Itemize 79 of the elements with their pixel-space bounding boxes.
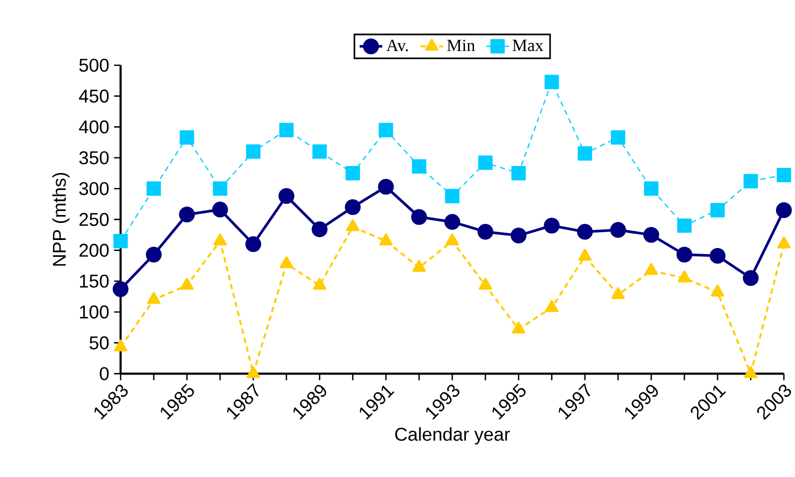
point (644, 262, 658, 275)
point (744, 366, 758, 378)
point (610, 222, 626, 238)
point (777, 236, 791, 248)
point (344, 198, 361, 215)
y-tick-label: 450 (78, 89, 109, 102)
y-tick-label: 150 (80, 274, 109, 288)
point (710, 248, 726, 264)
point (510, 227, 526, 244)
y-tick-label: 200 (80, 244, 109, 257)
point (643, 226, 660, 243)
point (578, 146, 592, 160)
y-tick-label: 250 (80, 212, 109, 226)
point (676, 246, 692, 262)
y-tick-label: 50 (90, 336, 109, 350)
point (478, 278, 492, 290)
legend-label: Min (447, 39, 475, 51)
point (180, 130, 194, 144)
point (312, 278, 326, 290)
y-tick-label: 350 (79, 151, 109, 164)
point (312, 144, 327, 159)
point (611, 286, 625, 299)
point (446, 233, 459, 246)
point (576, 224, 593, 240)
point (112, 281, 129, 297)
point (146, 181, 161, 196)
point (412, 159, 426, 174)
y-tick-label: 500 (79, 58, 109, 72)
point (279, 122, 294, 137)
y-tick-label: 0 (100, 366, 109, 380)
point (212, 201, 228, 218)
point (710, 202, 725, 218)
point (445, 188, 460, 203)
y-axis-title: NPP (mths) (52, 172, 70, 266)
point (411, 208, 427, 225)
point (512, 321, 526, 334)
point (610, 130, 626, 144)
point (478, 224, 494, 240)
legend-label: Av. (386, 40, 408, 52)
point (478, 155, 493, 170)
point (678, 270, 692, 282)
point (444, 214, 460, 230)
point (412, 260, 426, 272)
point (776, 202, 792, 218)
point (744, 174, 758, 188)
point (742, 270, 759, 286)
point (180, 278, 194, 290)
point (776, 168, 792, 182)
point (146, 246, 162, 262)
x-axis-title: Calendar year (395, 427, 510, 444)
legend-label: Max (512, 40, 544, 51)
point (246, 366, 260, 378)
point (544, 74, 559, 89)
point (544, 217, 560, 234)
y-tick-label: 300 (79, 182, 109, 195)
point (147, 292, 160, 304)
point (213, 233, 227, 246)
point (346, 166, 360, 180)
point (379, 233, 393, 246)
point (245, 236, 262, 252)
point (278, 188, 294, 204)
point (246, 144, 260, 159)
point (710, 284, 724, 296)
point (644, 181, 658, 196)
point (378, 122, 394, 137)
point (545, 300, 558, 312)
point (578, 248, 592, 261)
point (113, 234, 128, 248)
y-tick-label: 400 (78, 120, 109, 134)
point (511, 166, 526, 180)
y-tick-label: 100 (80, 305, 109, 318)
point (114, 339, 128, 352)
point (312, 221, 328, 238)
point (677, 218, 692, 233)
point (179, 206, 195, 222)
point (378, 178, 394, 194)
point (280, 256, 294, 268)
point (346, 219, 360, 231)
point (212, 181, 228, 196)
